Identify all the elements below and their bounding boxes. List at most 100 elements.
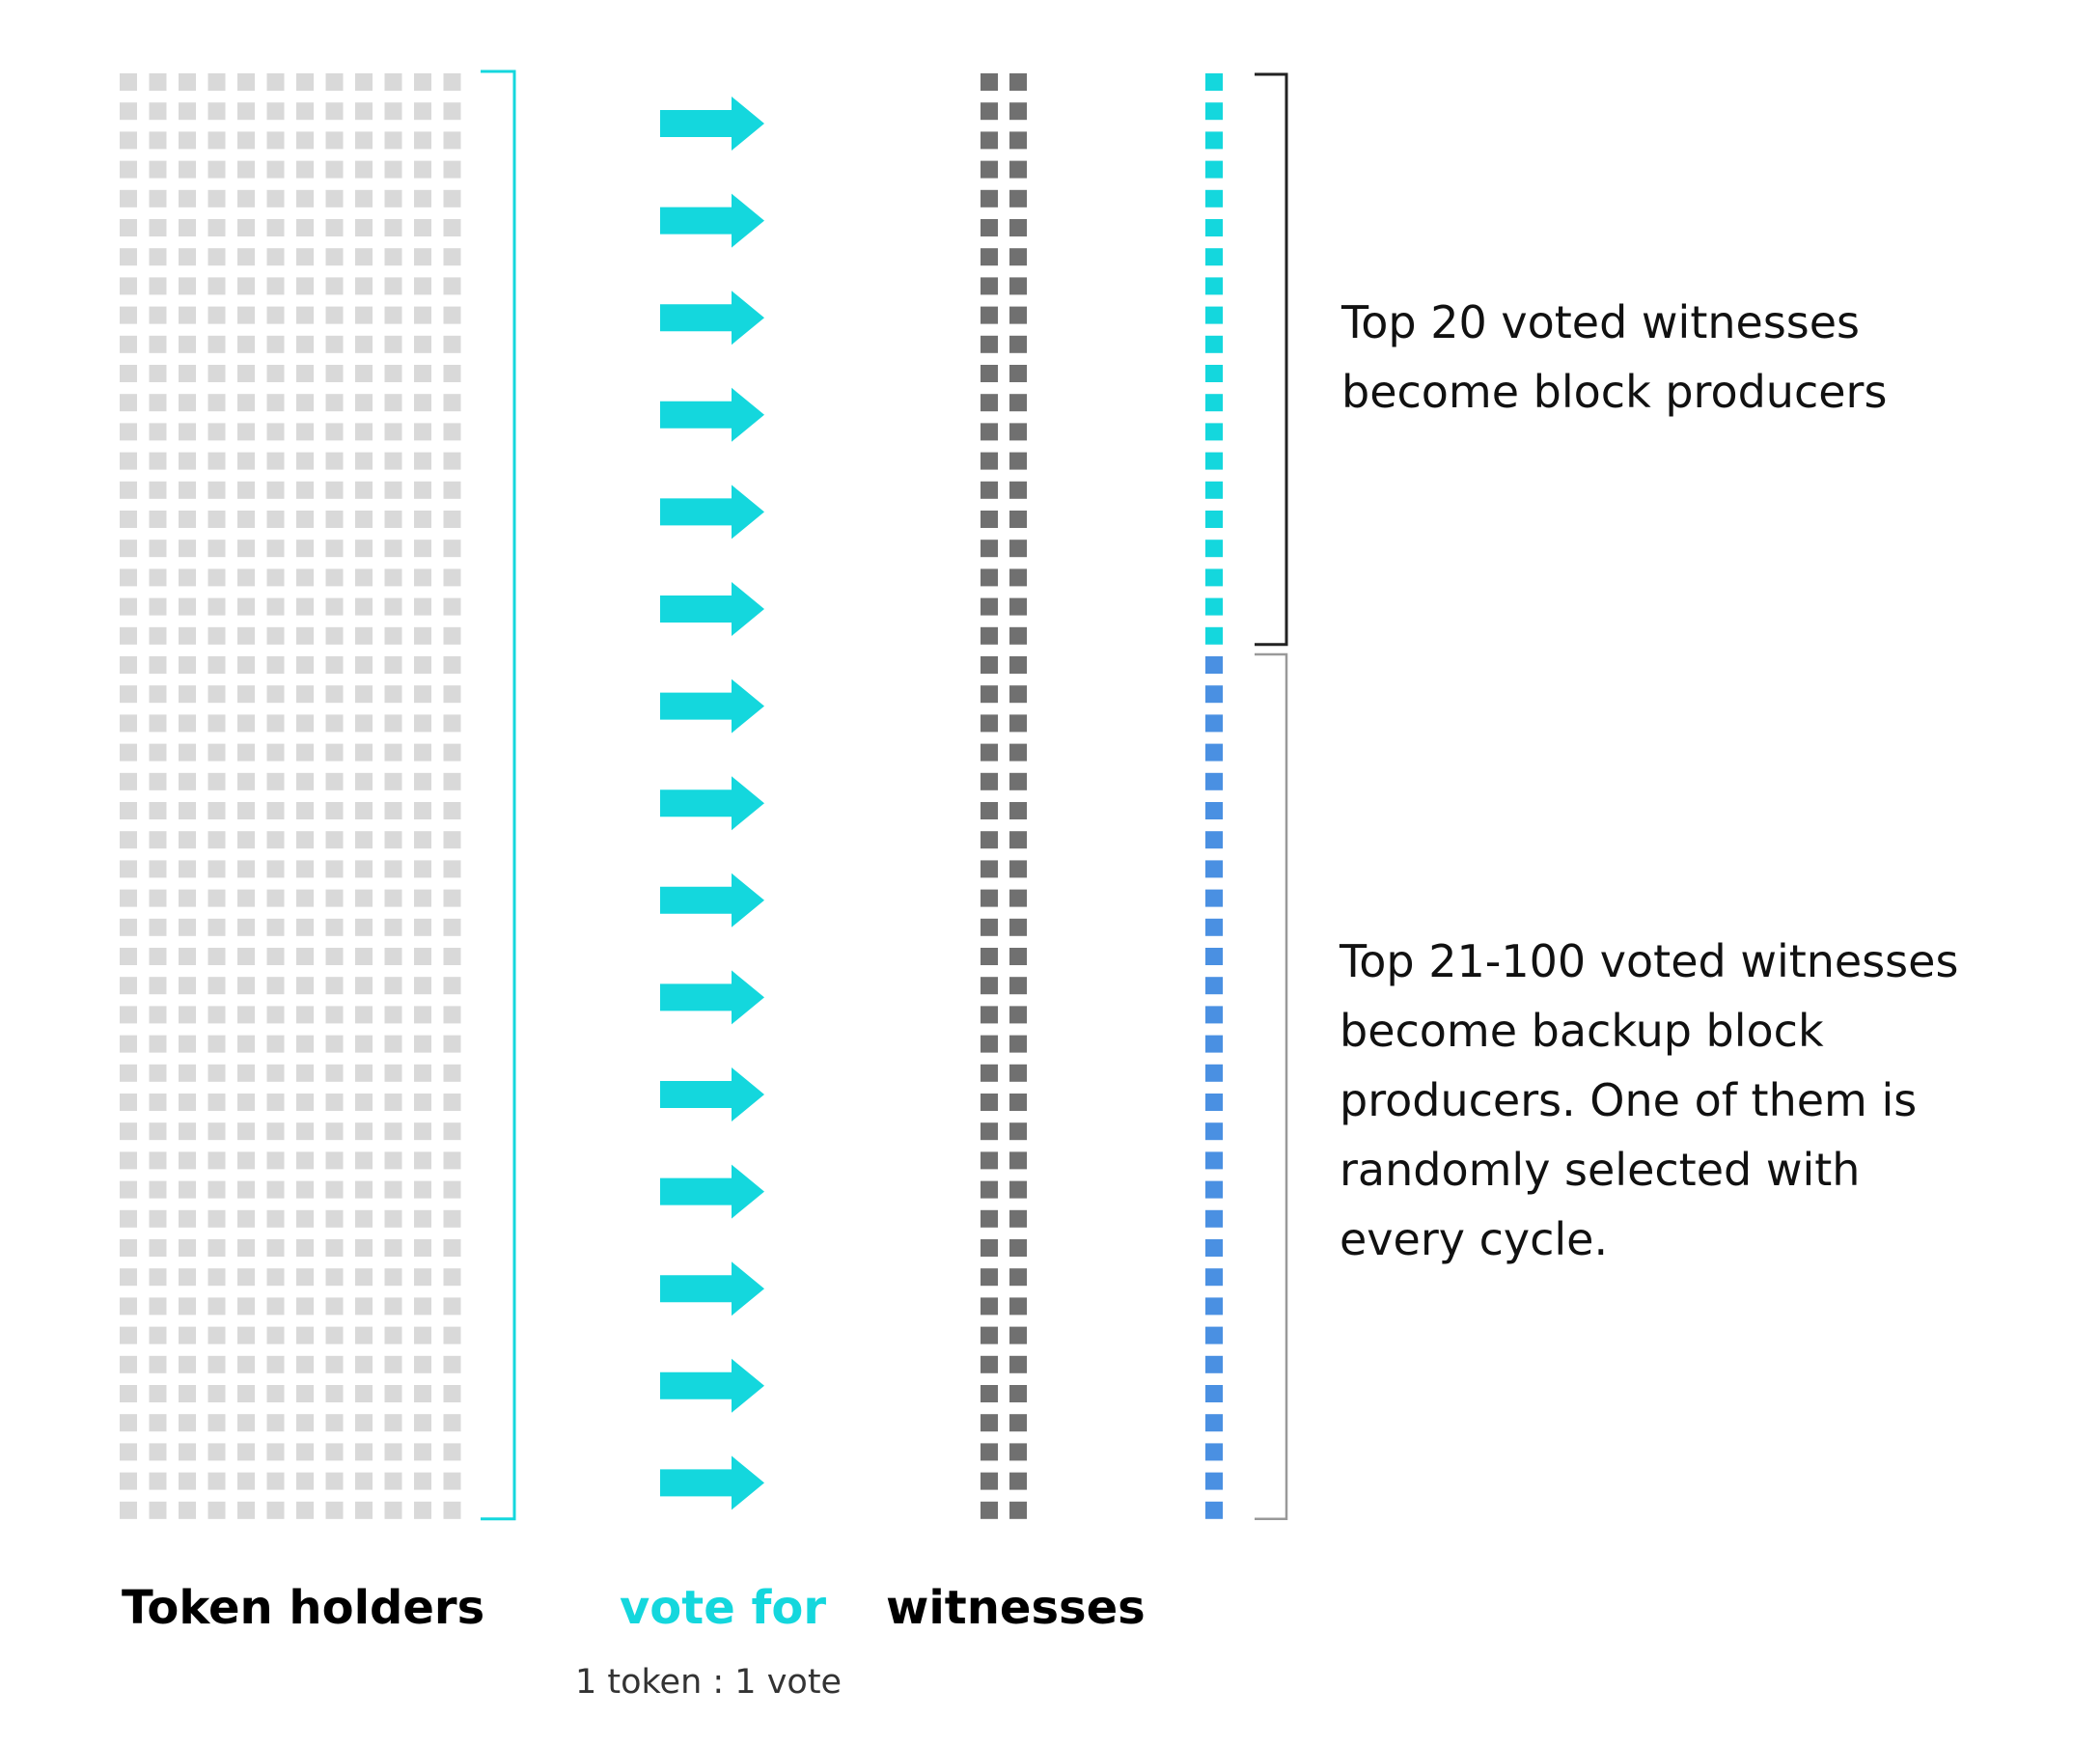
token-holder-square xyxy=(296,1501,314,1519)
witness-square xyxy=(981,626,998,645)
token-holder-square xyxy=(355,277,373,295)
token-holder-square xyxy=(207,1064,226,1082)
token-holder-square xyxy=(325,423,344,441)
token-holder-square xyxy=(149,1385,167,1402)
token-holder-square xyxy=(149,831,167,849)
token-holder-square xyxy=(149,1122,167,1141)
token-holder-square xyxy=(443,131,461,150)
witness-square xyxy=(981,1297,998,1316)
token-holder-square xyxy=(414,714,431,733)
token-holder-square xyxy=(443,73,461,91)
token-holder-square xyxy=(296,802,314,819)
token-holder-square xyxy=(443,1122,461,1141)
token-holder-square xyxy=(414,452,431,470)
token-holder-bracket xyxy=(481,69,516,1521)
token-holder-square xyxy=(120,540,137,558)
token-holder-square xyxy=(325,1180,344,1199)
token-holder-square xyxy=(384,277,402,295)
witness-square xyxy=(1009,860,1027,878)
token-holder-square xyxy=(443,1297,461,1316)
token-holder-square xyxy=(120,131,137,150)
token-holder-square xyxy=(414,1268,431,1287)
block-producer-square xyxy=(1205,423,1223,441)
token-holder-square xyxy=(355,1355,373,1373)
token-holder-square xyxy=(237,597,255,616)
token-holder-square xyxy=(179,511,196,528)
token-holder-square xyxy=(179,131,196,150)
token-holder-square xyxy=(266,1064,285,1082)
token-holder-square xyxy=(296,394,314,412)
token-holder-square xyxy=(384,452,402,470)
token-holder-square xyxy=(179,248,196,266)
token-holder-square xyxy=(414,743,431,762)
token-holder-square xyxy=(179,335,196,353)
witness-square xyxy=(1009,1239,1027,1257)
token-holder-square xyxy=(325,568,344,587)
token-holder-square xyxy=(414,365,431,382)
token-holder-square xyxy=(207,948,226,965)
token-holder-square xyxy=(149,860,167,878)
witness-square xyxy=(981,860,998,878)
token-holder-square xyxy=(443,889,461,907)
token-holder-square xyxy=(207,597,226,616)
token-holder-square xyxy=(266,889,285,907)
backup-producer-square xyxy=(1205,1006,1223,1024)
token-holder-square xyxy=(266,1268,285,1287)
token-holder-square xyxy=(355,889,373,907)
witness-square xyxy=(1009,102,1027,121)
right-arrow-icon xyxy=(660,1261,764,1316)
token-holder-square xyxy=(443,160,461,179)
token-holder-square xyxy=(149,277,167,295)
right-arrow-icon xyxy=(660,291,764,346)
token-holder-square xyxy=(355,1297,373,1316)
witness-square xyxy=(981,1385,998,1402)
token-holder-square xyxy=(149,1064,167,1082)
token-holder-square xyxy=(207,189,226,208)
token-holder-square xyxy=(384,511,402,528)
backup-producer-square xyxy=(1205,918,1223,936)
token-holder-square xyxy=(237,1094,255,1111)
token-holder-square xyxy=(207,1355,226,1373)
witness-square xyxy=(981,540,998,558)
token-holder-square xyxy=(296,277,314,295)
witness-square xyxy=(1009,335,1027,353)
token-holder-square xyxy=(414,131,431,150)
token-holder-square xyxy=(384,889,402,907)
token-holder-square xyxy=(179,306,196,324)
witness-square xyxy=(981,1414,998,1432)
witness-square xyxy=(981,831,998,849)
token-holder-square xyxy=(179,1239,196,1257)
right-arrow-icon xyxy=(660,1455,764,1510)
witness-square xyxy=(1009,394,1027,412)
witness-square xyxy=(981,131,998,150)
token-holder-square xyxy=(384,219,402,236)
token-holder-square xyxy=(207,1472,226,1490)
token-holder-square xyxy=(384,860,402,878)
token-holder-square xyxy=(414,1326,431,1344)
token-holder-square xyxy=(296,1472,314,1490)
token-holder-square xyxy=(384,1239,402,1257)
token-holder-square xyxy=(414,511,431,528)
witness-square xyxy=(1009,540,1027,558)
token-holder-square xyxy=(149,802,167,819)
token-holder-square xyxy=(149,248,167,266)
witness-square xyxy=(981,772,998,790)
token-holder-square xyxy=(414,73,431,91)
token-holder-square xyxy=(120,1501,137,1519)
witness-square xyxy=(1009,597,1027,616)
token-holder-square xyxy=(207,1209,226,1228)
token-holder-square xyxy=(179,1064,196,1082)
token-holder-square xyxy=(149,102,167,121)
token-holder-square xyxy=(325,277,344,295)
backup-producer-square xyxy=(1205,1326,1223,1344)
token-holder-square xyxy=(266,248,285,266)
token-holder-square xyxy=(384,1355,402,1373)
token-holder-square xyxy=(296,685,314,704)
token-holder-square xyxy=(149,626,167,645)
token-holder-square xyxy=(384,335,402,353)
token-holder-square xyxy=(266,306,285,324)
token-holder-square xyxy=(325,452,344,470)
token-holder-square xyxy=(149,597,167,616)
token-holder-square xyxy=(296,831,314,849)
token-holder-square xyxy=(384,802,402,819)
